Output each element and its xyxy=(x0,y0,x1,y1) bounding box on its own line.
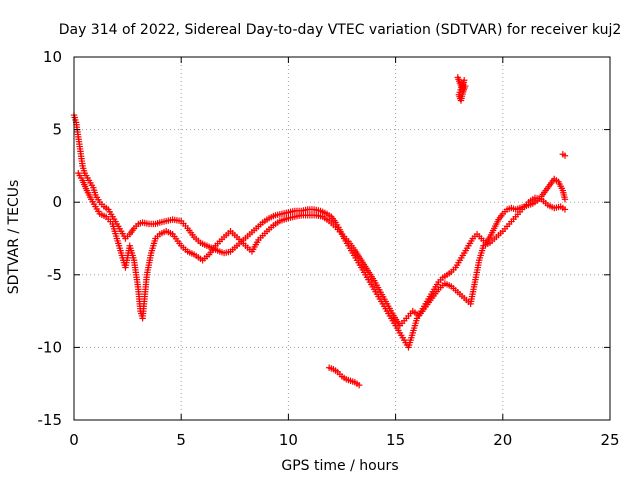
x-tick-label: 0 xyxy=(69,431,79,449)
series-main-track xyxy=(70,111,569,351)
x-tick-label: 15 xyxy=(386,431,405,449)
y-tick-label: 5 xyxy=(52,121,62,139)
data-point xyxy=(561,206,569,213)
data-point xyxy=(462,82,469,90)
data-point xyxy=(561,196,569,203)
series-isolated-arc xyxy=(325,364,363,389)
data-point xyxy=(355,381,363,389)
y-tick-label: 10 xyxy=(43,48,62,66)
series-end-points xyxy=(559,151,569,159)
series-secondary-track xyxy=(75,169,569,329)
axes: 0 5 10 15 20 25 -15 -10 -5 0 5 10 xyxy=(38,48,620,449)
x-tick-label: 20 xyxy=(493,431,512,449)
x-tick-label: 25 xyxy=(600,431,619,449)
y-tick-label: -15 xyxy=(38,411,63,429)
x-tick-label: 5 xyxy=(176,431,186,449)
data-point xyxy=(561,152,569,159)
y-tick-label: -5 xyxy=(47,266,62,284)
y-tick-label: -10 xyxy=(38,338,63,356)
grid-lines xyxy=(74,57,610,420)
x-axis-label: GPS time / hours xyxy=(281,458,398,474)
x-tick-label: 10 xyxy=(279,431,298,449)
y-tick-label: 0 xyxy=(52,193,62,211)
series-isolated-cluster xyxy=(454,74,469,104)
data-points xyxy=(70,74,569,389)
plot-frame xyxy=(73,56,611,421)
y-axis-label: SDTVAR / TECUs xyxy=(6,180,22,295)
chart-title: Day 314 of 2022, Sidereal Day-to-day VTE… xyxy=(59,22,622,38)
